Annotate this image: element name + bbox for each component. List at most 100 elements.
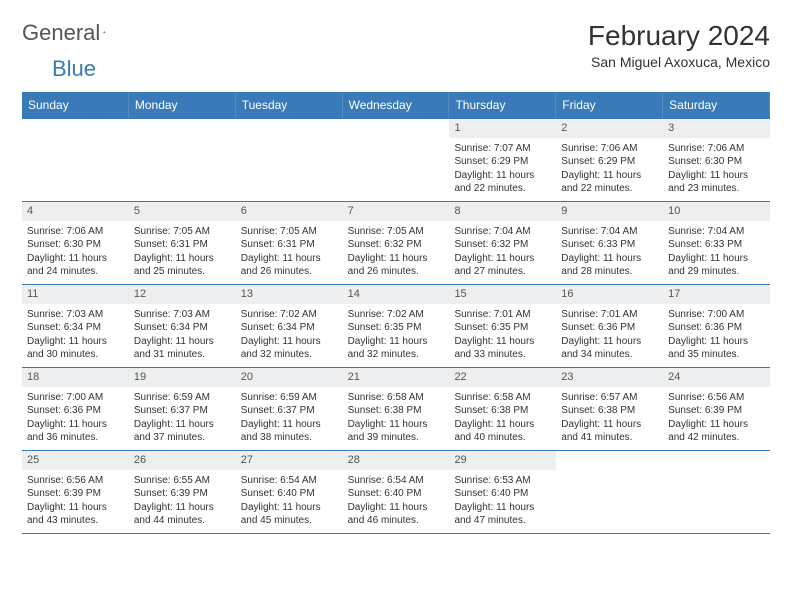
day-number: 12 <box>129 285 236 304</box>
calendar-day-cell: 3Sunrise: 7:06 AMSunset: 6:30 PMDaylight… <box>663 119 770 201</box>
calendar-week-row: 4 Sunrise: 7:06 AMSunset: 6:30 PMDaylight… <box>22 201 770 284</box>
daylight-text: Daylight: 11 hours and 22 minutes. <box>561 169 658 196</box>
day-details: Sunrise: 6:56 AMSunset: 6:39 PMDaylight:… <box>22 472 129 533</box>
day-header: Sunday <box>22 92 129 118</box>
sunrise-text: Sunrise: 7:06 AM <box>27 225 124 239</box>
empty-daynum <box>22 119 129 138</box>
day-number: 17 <box>663 285 770 304</box>
daylight-text: Daylight: 11 hours and 32 minutes. <box>241 335 338 362</box>
day-number: 21 <box>343 368 450 387</box>
sunset-text: Sunset: 6:34 PM <box>241 321 338 335</box>
day-details: Sunrise: 6:54 AMSunset: 6:40 PMDaylight:… <box>236 472 343 533</box>
sunrise-text: Sunrise: 7:07 AM <box>454 142 551 156</box>
daylight-text: Daylight: 11 hours and 44 minutes. <box>134 501 231 528</box>
daylight-text: Daylight: 11 hours and 45 minutes. <box>241 501 338 528</box>
day-number: 14 <box>343 285 450 304</box>
calendar-day-cell: 22 Sunrise: 6:58 AMSunset: 6:38 PMDayligh… <box>449 368 556 450</box>
day-number: 22 <box>449 368 556 387</box>
day-details: Sunrise: 7:02 AMSunset: 6:35 PMDaylight:… <box>343 306 450 367</box>
calendar-day-cell: 11Sunrise: 7:03 AMSunset: 6:34 PMDayligh… <box>22 285 129 367</box>
day-number: 7 <box>343 202 450 221</box>
sunrise-text: Sunrise: 7:01 AM <box>561 308 658 322</box>
sunset-text: Sunset: 6:36 PM <box>668 321 765 335</box>
day-number: 4 <box>22 202 129 221</box>
daylight-text: Daylight: 11 hours and 30 minutes. <box>27 335 124 362</box>
day-details: Sunrise: 7:05 AMSunset: 6:31 PMDaylight:… <box>236 223 343 284</box>
calendar-day-cell: 2Sunrise: 7:06 AMSunset: 6:29 PMDaylight… <box>556 119 663 201</box>
calendar-day-cell: 6 Sunrise: 7:05 AMSunset: 6:31 PMDaylight… <box>236 202 343 284</box>
sunrise-text: Sunrise: 6:54 AM <box>348 474 445 488</box>
day-details: Sunrise: 7:00 AMSunset: 6:36 PMDaylight:… <box>663 306 770 367</box>
sunrise-text: Sunrise: 6:56 AM <box>668 391 765 405</box>
daylight-text: Daylight: 11 hours and 35 minutes. <box>668 335 765 362</box>
sunrise-text: Sunrise: 7:04 AM <box>454 225 551 239</box>
day-details: Sunrise: 6:57 AMSunset: 6:38 PMDaylight:… <box>556 389 663 450</box>
day-details: Sunrise: 7:07 AMSunset: 6:29 PMDaylight:… <box>449 140 556 201</box>
empty-daynum <box>236 119 343 138</box>
daylight-text: Daylight: 11 hours and 36 minutes. <box>27 418 124 445</box>
day-details: Sunrise: 7:03 AMSunset: 6:34 PMDaylight:… <box>22 306 129 367</box>
daylight-text: Daylight: 11 hours and 38 minutes. <box>241 418 338 445</box>
calendar-day-cell: 7Sunrise: 7:05 AMSunset: 6:32 PMDaylight… <box>343 202 450 284</box>
calendar-location: San Miguel Axoxuca, Mexico <box>588 54 770 70</box>
sunset-text: Sunset: 6:35 PM <box>348 321 445 335</box>
calendar-day-cell: 13Sunrise: 7:02 AMSunset: 6:34 PMDayligh… <box>236 285 343 367</box>
calendar-empty-cell <box>236 119 343 201</box>
calendar-day-cell: 25 Sunrise: 6:56 AMSunset: 6:39 PMDayligh… <box>22 451 129 533</box>
day-details: Sunrise: 7:04 AMSunset: 6:33 PMDaylight:… <box>556 223 663 284</box>
title-block: February 2024 San Miguel Axoxuca, Mexico <box>588 20 770 70</box>
calendar-day-cell: 9Sunrise: 7:04 AMSunset: 6:33 PMDaylight… <box>556 202 663 284</box>
calendar-day-cell: 4 Sunrise: 7:06 AMSunset: 6:30 PMDaylight… <box>22 202 129 284</box>
calendar-day-cell: 28Sunrise: 6:54 AMSunset: 6:40 PMDayligh… <box>343 451 450 533</box>
day-number: 19 <box>129 368 236 387</box>
sunset-text: Sunset: 6:40 PM <box>348 487 445 501</box>
empty-daynum <box>343 119 450 138</box>
sunset-text: Sunset: 6:37 PM <box>134 404 231 418</box>
day-details: Sunrise: 6:59 AMSunset: 6:37 PMDaylight:… <box>236 389 343 450</box>
logo-sail-icon <box>103 24 106 40</box>
daylight-text: Daylight: 11 hours and 46 minutes. <box>348 501 445 528</box>
calendar-day-cell: 24Sunrise: 6:56 AMSunset: 6:39 PMDayligh… <box>663 368 770 450</box>
logo-text-blue: Blue <box>52 56 96 82</box>
day-details: Sunrise: 6:54 AMSunset: 6:40 PMDaylight:… <box>343 472 450 533</box>
sunset-text: Sunset: 6:30 PM <box>27 238 124 252</box>
calendar-day-cell: 14 Sunrise: 7:02 AMSunset: 6:35 PMDayligh… <box>343 285 450 367</box>
day-header: Wednesday <box>343 92 450 118</box>
calendar-day-cell: 16Sunrise: 7:01 AMSunset: 6:36 PMDayligh… <box>556 285 663 367</box>
day-details: Sunrise: 6:59 AMSunset: 6:37 PMDaylight:… <box>129 389 236 450</box>
sunset-text: Sunset: 6:33 PM <box>668 238 765 252</box>
sunrise-text: Sunrise: 7:04 AM <box>668 225 765 239</box>
calendar-week-row: 11Sunrise: 7:03 AMSunset: 6:34 PMDayligh… <box>22 284 770 367</box>
calendar-day-headers: Sunday Monday Tuesday Wednesday Thursday… <box>22 92 770 118</box>
calendar-week-row: 1Sunrise: 7:07 AMSunset: 6:29 PMDaylight… <box>22 118 770 201</box>
sunrise-text: Sunrise: 7:05 AM <box>241 225 338 239</box>
sunrise-text: Sunrise: 6:58 AM <box>454 391 551 405</box>
day-header: Monday <box>129 92 236 118</box>
day-header: Tuesday <box>236 92 343 118</box>
daylight-text: Daylight: 11 hours and 24 minutes. <box>27 252 124 279</box>
daylight-text: Daylight: 11 hours and 33 minutes. <box>454 335 551 362</box>
calendar-day-cell: 1Sunrise: 7:07 AMSunset: 6:29 PMDaylight… <box>449 119 556 201</box>
sunset-text: Sunset: 6:35 PM <box>454 321 551 335</box>
daylight-text: Daylight: 11 hours and 31 minutes. <box>134 335 231 362</box>
daylight-text: Daylight: 11 hours and 47 minutes. <box>454 501 551 528</box>
sunrise-text: Sunrise: 7:04 AM <box>561 225 658 239</box>
sunrise-text: Sunrise: 7:05 AM <box>134 225 231 239</box>
day-number: 25 <box>22 451 129 470</box>
sunrise-text: Sunrise: 6:53 AM <box>454 474 551 488</box>
daylight-text: Daylight: 11 hours and 22 minutes. <box>454 169 551 196</box>
calendar-grid: Sunday Monday Tuesday Wednesday Thursday… <box>22 92 770 534</box>
day-details: Sunrise: 7:06 AMSunset: 6:29 PMDaylight:… <box>556 140 663 201</box>
day-header: Thursday <box>449 92 556 118</box>
day-number: 6 <box>236 202 343 221</box>
sunrise-text: Sunrise: 6:54 AM <box>241 474 338 488</box>
sunset-text: Sunset: 6:33 PM <box>561 238 658 252</box>
logo-text-general: General <box>22 20 100 46</box>
empty-daynum <box>556 451 663 470</box>
sunset-text: Sunset: 6:38 PM <box>454 404 551 418</box>
day-details: Sunrise: 7:00 AMSunset: 6:36 PMDaylight:… <box>22 389 129 450</box>
day-details: Sunrise: 7:06 AMSunset: 6:30 PMDaylight:… <box>663 140 770 201</box>
day-details: Sunrise: 6:58 AMSunset: 6:38 PMDaylight:… <box>343 389 450 450</box>
daylight-text: Daylight: 11 hours and 43 minutes. <box>27 501 124 528</box>
daylight-text: Daylight: 11 hours and 40 minutes. <box>454 418 551 445</box>
